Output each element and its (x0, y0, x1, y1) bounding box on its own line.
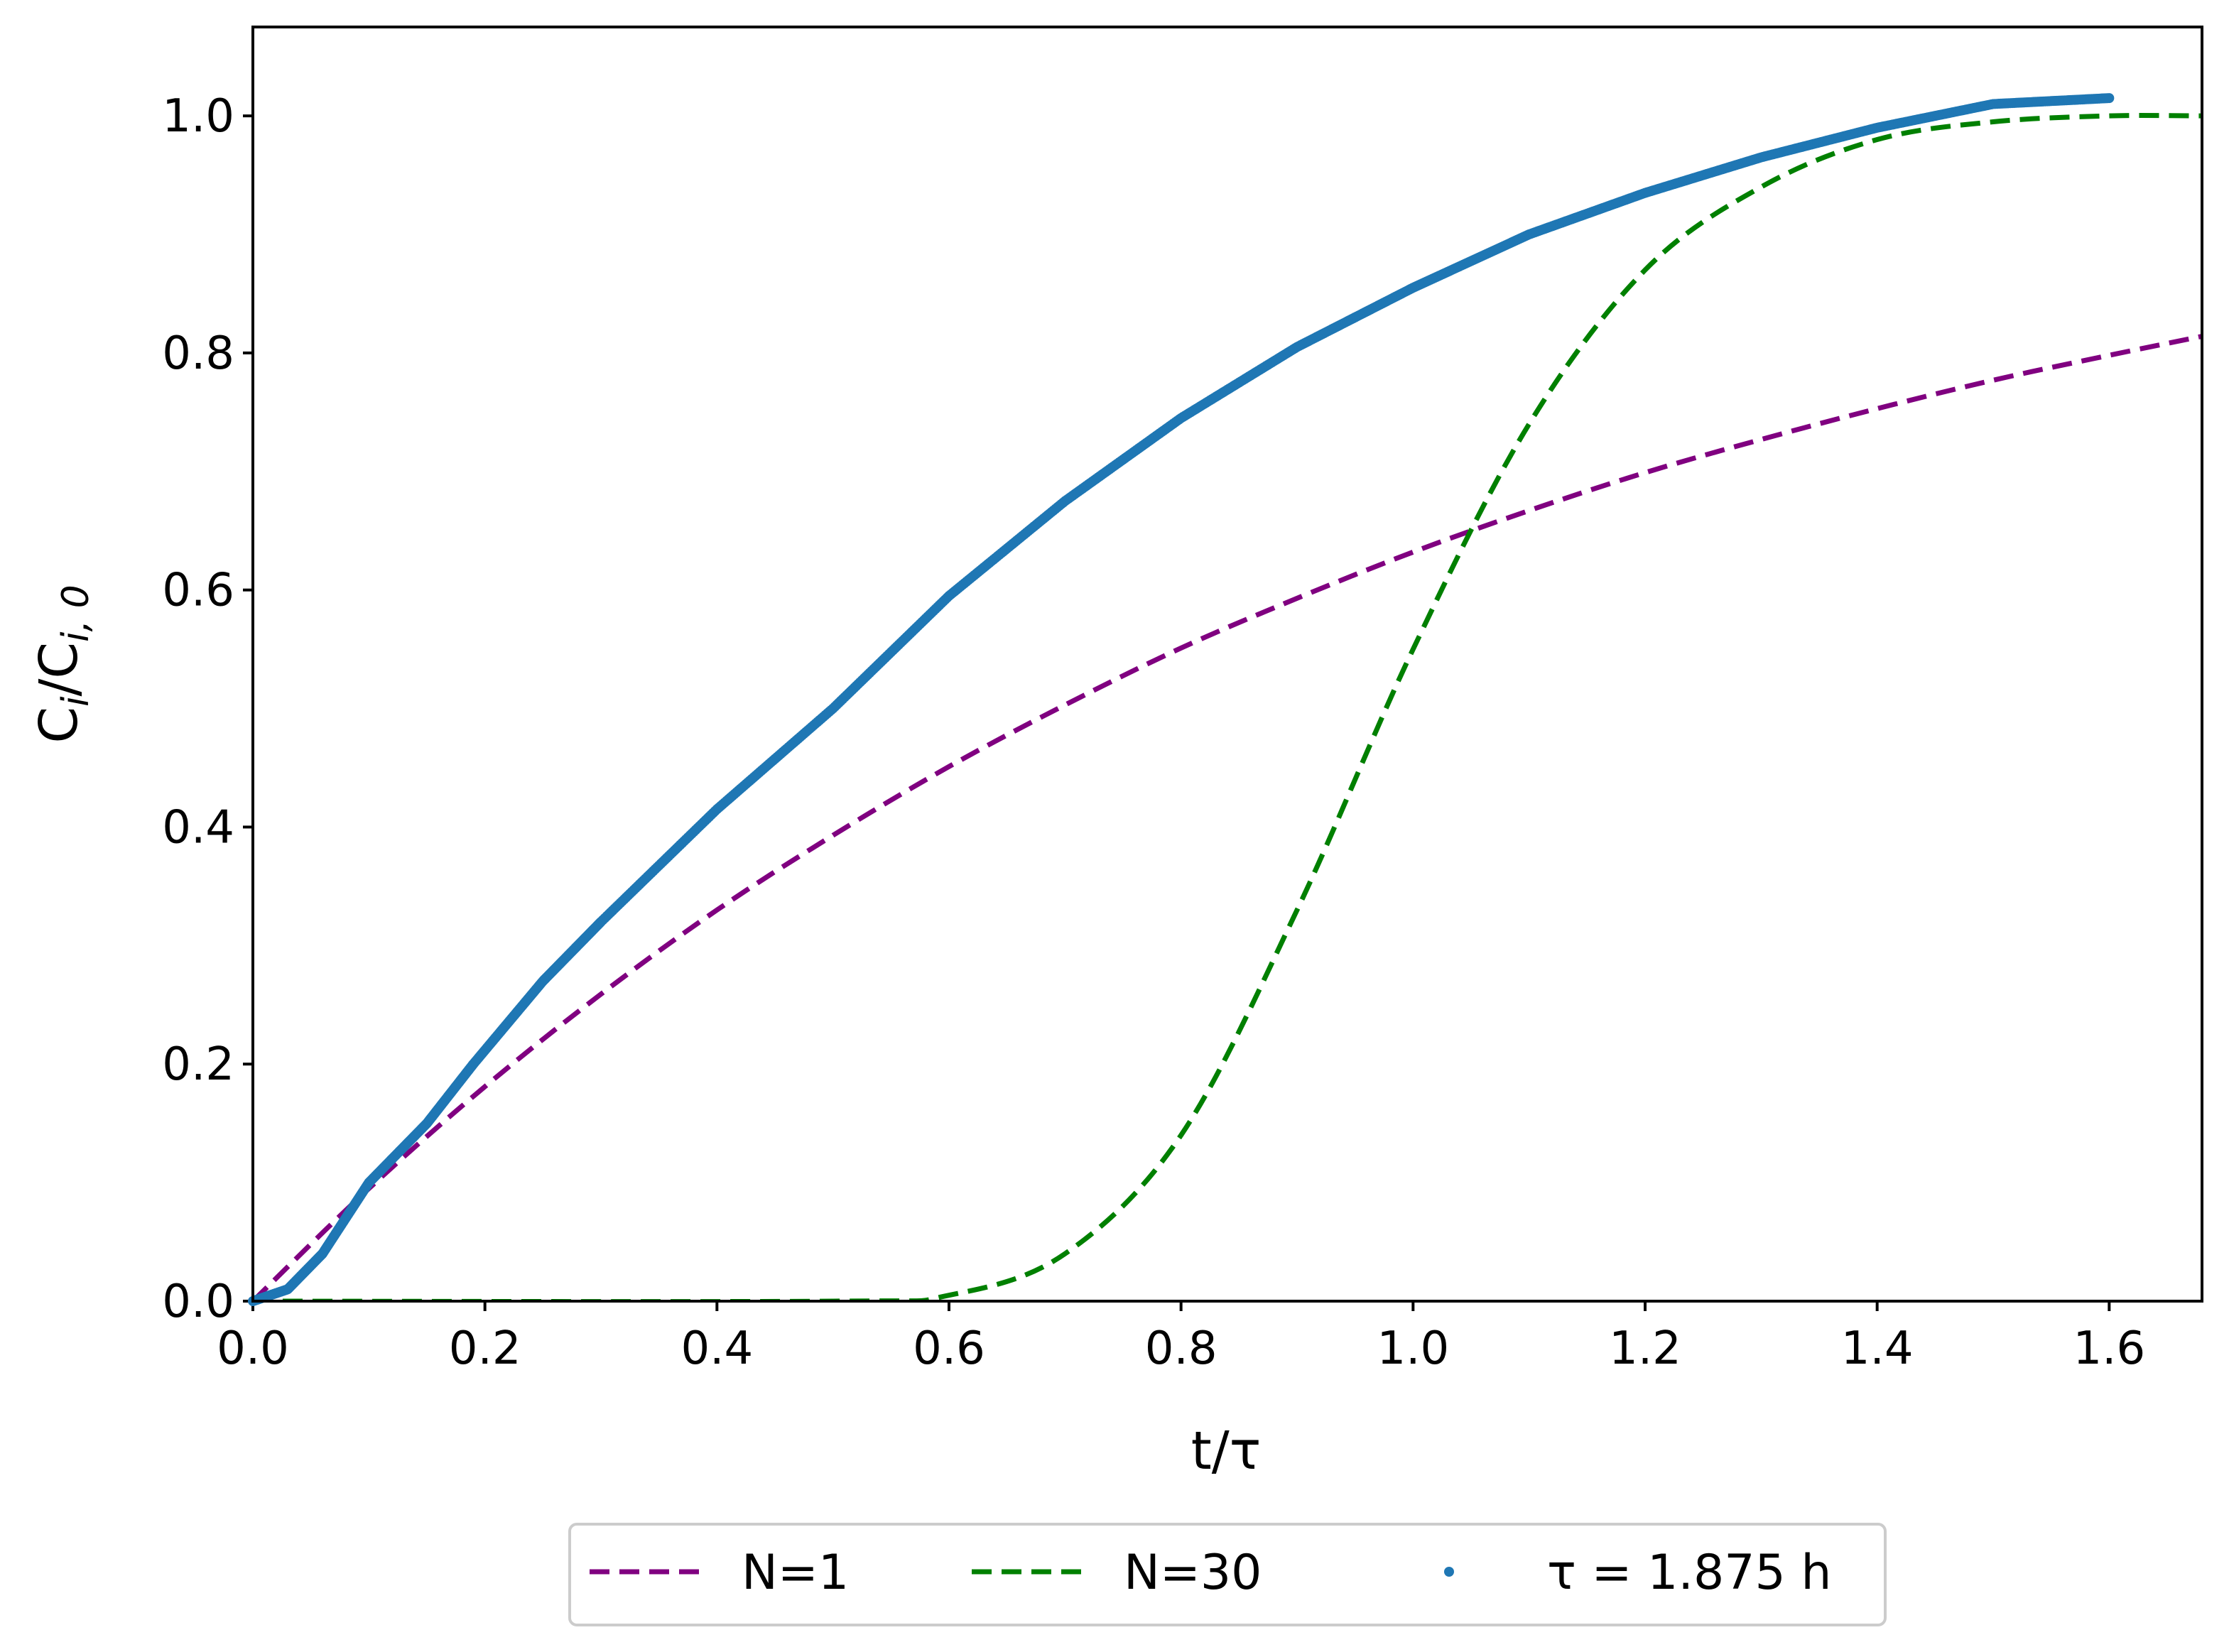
ticks: 0.0 0.2 0.4 0.6 0.8 1.0 1.2 1.4 1.6 0.0 0.2 0.4 0.6 0… (162, 90, 2145, 1375)
x-tick-label: 1.0 (1377, 1322, 1449, 1375)
legend-label-n1: N=1 (742, 1545, 849, 1601)
x-axis-label: t/τ (1191, 1420, 1262, 1482)
plot-frame (251, 26, 2203, 1303)
x-tick-label: 0.2 (449, 1322, 521, 1375)
legend: N=1 N=30 τ = 1.875 h (568, 1523, 1887, 1626)
x-tick-label: 0.6 (913, 1322, 985, 1375)
series-line-1 (253, 113, 2202, 1301)
y-tick-label: 1.0 (162, 90, 234, 143)
x-tick-label: 0.8 (1145, 1322, 1217, 1375)
series-line-0 (253, 334, 2202, 1301)
y-tick-label: 0.8 (162, 327, 234, 380)
x-tick-label: 1.4 (1841, 1322, 1914, 1375)
series-markers (248, 93, 2115, 1306)
legend-swatch-tau (1444, 1567, 1454, 1577)
x-tick-label: 1.2 (1609, 1322, 1681, 1375)
x-tick-label: 0.4 (680, 1322, 753, 1375)
y-tick-label: 0.2 (162, 1038, 234, 1091)
y-tick-label: 0.4 (162, 801, 234, 854)
y-tick-label: 0.6 (162, 565, 234, 617)
x-tick-label: 0.0 (217, 1322, 289, 1375)
y-axis-label: Ci/Ci, 0 (28, 585, 97, 743)
x-tick-label: 1.6 (2073, 1322, 2145, 1375)
data-point (2104, 93, 2115, 104)
series (248, 93, 2202, 1306)
legend-label-n30: N=30 (1124, 1545, 1262, 1601)
legend-box (568, 1523, 1887, 1626)
legend-label-tau: τ = 1.875 h (1547, 1545, 1832, 1601)
y-tick-label: 0.0 (162, 1276, 234, 1328)
